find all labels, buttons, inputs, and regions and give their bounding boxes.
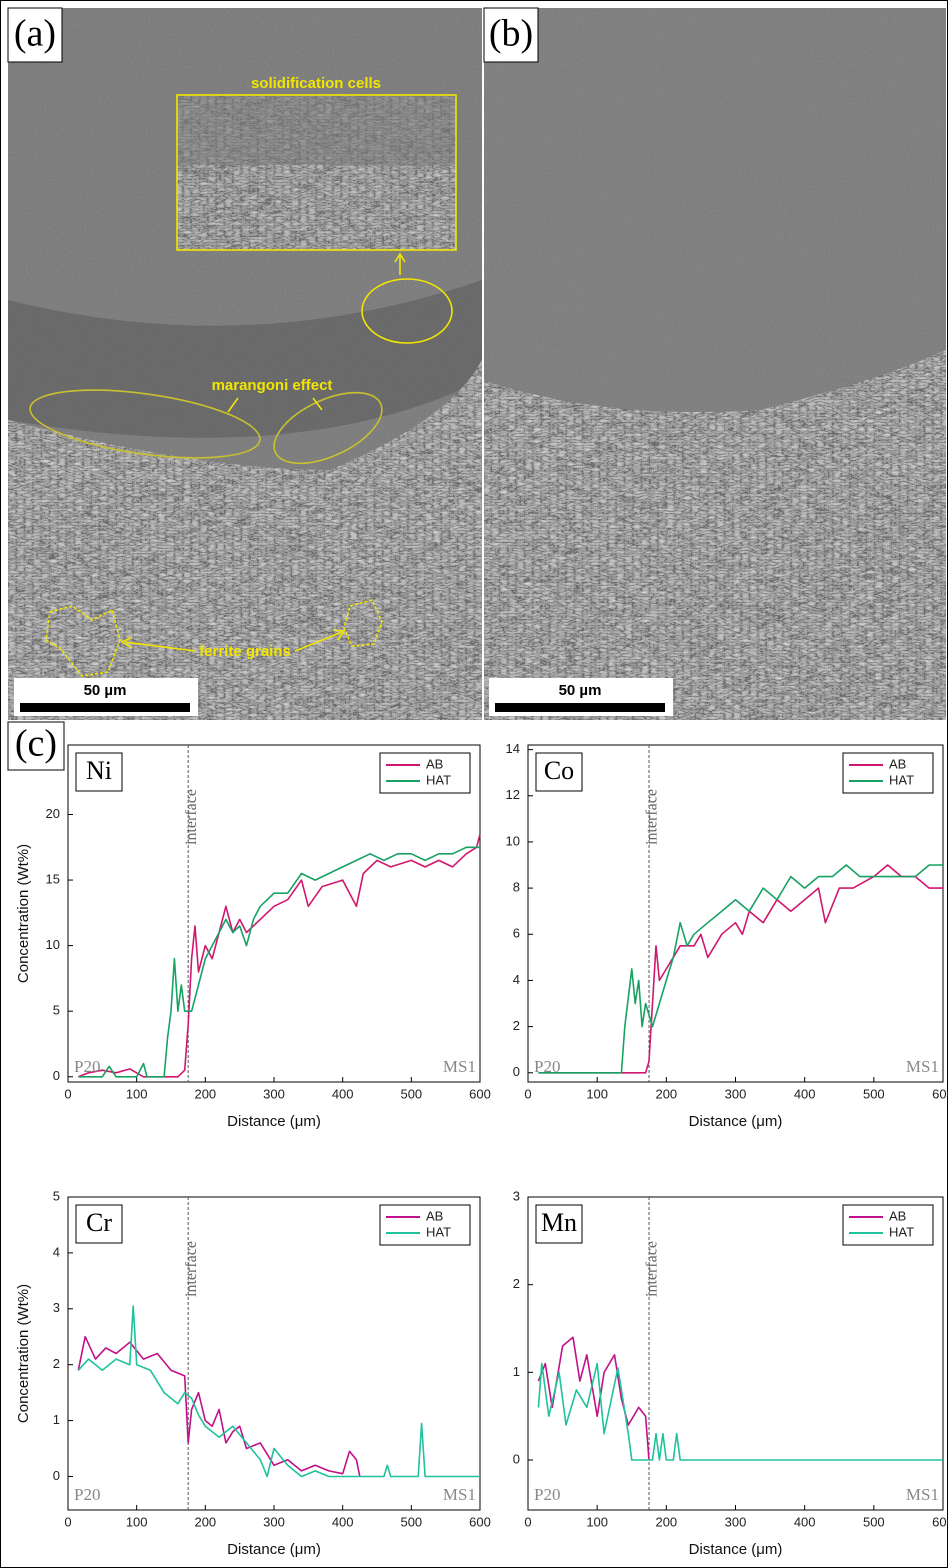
legend-label: AB — [889, 756, 906, 771]
element-label: Ni — [86, 756, 112, 785]
x-tick-label: 500 — [400, 1514, 422, 1529]
x-tick-label: 600 — [932, 1086, 948, 1101]
x-tick-label: 200 — [194, 1086, 216, 1101]
interface-label: interface — [183, 789, 200, 845]
y-tick-label: 0 — [53, 1468, 60, 1483]
x-tick-label: 100 — [586, 1086, 608, 1101]
legend-box — [843, 753, 933, 793]
y-tick-label: 20 — [46, 806, 60, 821]
side-label: MS1 — [443, 1057, 476, 1076]
y-tick-label: 1 — [53, 1412, 60, 1427]
y-tick-label: 2 — [513, 1276, 520, 1291]
x-tick-label: 0 — [64, 1514, 71, 1529]
legend-box — [380, 1205, 470, 1245]
y-tick-label: 0 — [53, 1068, 60, 1083]
side-label: MS1 — [906, 1485, 939, 1504]
y-tick-label: 3 — [53, 1300, 60, 1315]
x-tick-label: 100 — [126, 1086, 148, 1101]
panel-label: (a) — [14, 13, 56, 55]
x-axis-label: Distance (μm) — [689, 1541, 783, 1558]
y-tick-label: 0 — [513, 1451, 520, 1466]
x-tick-label: 300 — [263, 1086, 285, 1101]
x-tick-label: 100 — [586, 1514, 608, 1529]
y-tick-label: 15 — [46, 871, 60, 886]
scale-label: 50 µm — [559, 682, 602, 699]
legend-label: AB — [426, 1208, 443, 1223]
x-tick-label: 400 — [332, 1086, 354, 1101]
x-tick-label: 500 — [400, 1086, 422, 1101]
scale-bar: 50 µm — [489, 678, 673, 716]
y-axis-label: Concentration (Wt%) — [15, 1284, 32, 1423]
legend-label: HAT — [426, 772, 451, 787]
x-tick-label: 0 — [64, 1086, 71, 1101]
y-tick-label: 10 — [506, 833, 520, 848]
x-tick-label: 600 — [469, 1514, 491, 1529]
legend-label: AB — [426, 756, 443, 771]
side-label: P20 — [534, 1485, 560, 1504]
x-tick-label: 400 — [332, 1514, 354, 1529]
panel-label: (b) — [489, 13, 533, 55]
x-tick-label: 200 — [655, 1086, 677, 1101]
x-tick-label: 400 — [794, 1514, 816, 1529]
y-tick-label: 0 — [513, 1064, 520, 1079]
interface-label: interface — [644, 789, 661, 845]
x-tick-label: 300 — [725, 1086, 747, 1101]
y-axis-label: Concentration (Wt%) — [15, 844, 32, 983]
y-tick-label: 12 — [506, 787, 520, 802]
legend-label: AB — [889, 1208, 906, 1223]
x-axis-label: Distance (μm) — [227, 1541, 321, 1558]
x-tick-label: 0 — [524, 1514, 531, 1529]
element-label: Mn — [541, 1208, 577, 1237]
y-tick-label: 2 — [513, 1018, 520, 1033]
y-tick-label: 1 — [513, 1364, 520, 1379]
sem-image-b — [484, 8, 946, 720]
y-tick-label: 2 — [53, 1356, 60, 1371]
side-label: MS1 — [906, 1057, 939, 1076]
y-tick-label: 5 — [53, 1003, 60, 1018]
scale-label: 50 µm — [84, 682, 127, 699]
y-tick-label: 4 — [513, 972, 520, 987]
interface-label: interface — [644, 1241, 661, 1297]
side-label: P20 — [534, 1057, 560, 1076]
y-tick-label: 14 — [506, 741, 520, 756]
side-label: P20 — [74, 1057, 100, 1076]
x-tick-label: 100 — [126, 1514, 148, 1529]
x-axis-label: Distance (μm) — [689, 1113, 783, 1130]
legend-label: HAT — [889, 772, 914, 787]
x-tick-label: 200 — [194, 1514, 216, 1529]
side-label: MS1 — [443, 1485, 476, 1504]
panel-label: (c) — [15, 723, 57, 765]
element-label: Cr — [86, 1208, 112, 1237]
x-tick-label: 600 — [469, 1086, 491, 1101]
y-tick-label: 4 — [53, 1244, 60, 1259]
x-tick-label: 500 — [863, 1086, 885, 1101]
annotation: ferrite grains — [199, 643, 291, 660]
x-tick-label: 500 — [863, 1514, 885, 1529]
legend-label: HAT — [889, 1224, 914, 1239]
y-tick-label: 10 — [46, 937, 60, 952]
y-tick-label: 8 — [513, 880, 520, 895]
x-tick-label: 0 — [524, 1086, 531, 1101]
x-tick-label: 600 — [932, 1514, 948, 1529]
y-tick-label: 6 — [513, 926, 520, 941]
x-tick-label: 400 — [794, 1086, 816, 1101]
scale-bar: 50 µm — [14, 678, 198, 716]
annotation: marangoni effect — [212, 377, 333, 394]
side-label: P20 — [74, 1485, 100, 1504]
figure: solidification cells marangoni effect fe… — [0, 0, 948, 1568]
x-axis-label: Distance (μm) — [227, 1113, 321, 1130]
x-tick-label: 200 — [655, 1514, 677, 1529]
y-tick-label: 5 — [53, 1188, 60, 1203]
legend-box — [380, 753, 470, 793]
inset-image — [177, 95, 456, 250]
legend-label: HAT — [426, 1224, 451, 1239]
annotation: solidification cells — [251, 75, 381, 92]
interface-label: interface — [183, 1241, 200, 1297]
legend-box — [843, 1205, 933, 1245]
element-label: Co — [544, 756, 574, 785]
x-tick-label: 300 — [263, 1514, 285, 1529]
x-tick-label: 300 — [725, 1514, 747, 1529]
y-tick-label: 3 — [513, 1188, 520, 1203]
